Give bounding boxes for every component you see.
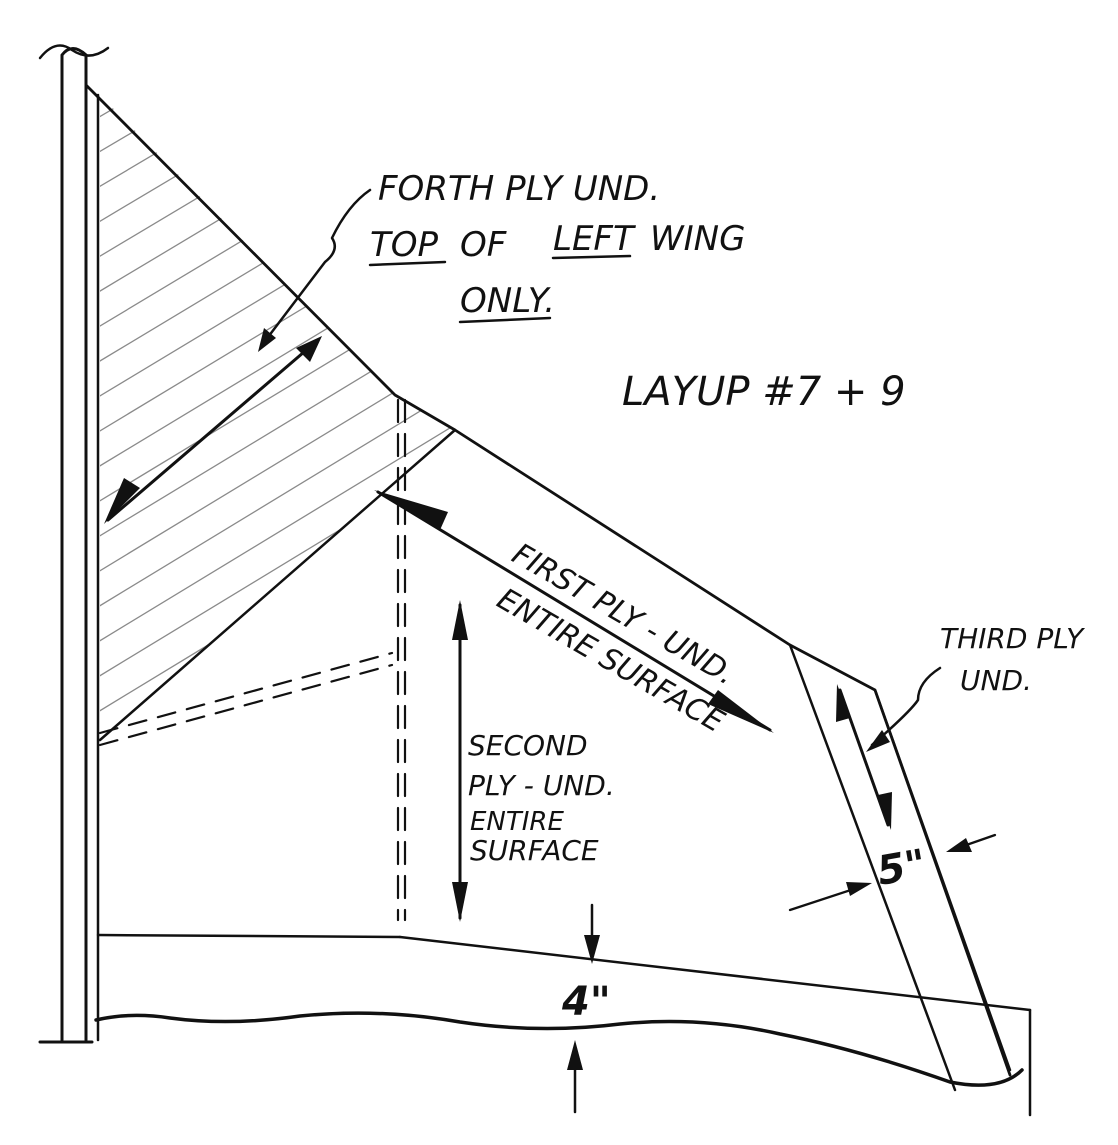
second-ply-boundary <box>98 398 407 922</box>
fourth-ply-only-label: ONLY. <box>460 281 555 321</box>
third-ply-label-line2: UND. <box>960 664 1032 697</box>
third-ply-leader <box>866 666 942 752</box>
root-strip <box>94 933 1032 1117</box>
fourth-ply-label: FORTH PLY UND. <box>378 169 660 209</box>
dimension-4in-arrows <box>567 903 600 1114</box>
fuselage-post <box>38 44 110 1044</box>
second-ply-label-line1: SECOND <box>468 729 588 762</box>
annotation-underlines <box>368 254 632 324</box>
third-ply-label-line1: THIRD PLY <box>940 622 1085 655</box>
fourth-ply-top-label: TOP <box>370 225 439 265</box>
fourth-ply-of-label: OF <box>460 225 507 265</box>
third-ply-strip <box>788 643 1012 1092</box>
second-ply-direction-arrow <box>452 600 468 922</box>
fourth-ply-direction-arrow <box>104 336 322 524</box>
fourth-ply-wing-label: WING <box>650 219 745 259</box>
first-ply-direction-arrow <box>374 490 774 733</box>
fourth-ply-left-label: LEFT <box>553 219 636 259</box>
third-ply-direction-arrow <box>836 684 892 830</box>
fourth-ply-leader <box>258 188 372 352</box>
dimension-4in-label: 4" <box>561 979 611 1025</box>
second-ply-label-line3: ENTIRE <box>470 807 564 837</box>
second-ply-label-line2: PLY - UND. <box>468 769 615 802</box>
dimension-5in-arrows <box>788 833 997 912</box>
layup-label: LAYUP #7 + 9 <box>622 369 906 415</box>
second-ply-label-line4: SURFACE <box>470 834 599 867</box>
fourth-ply-hatching <box>100 95 455 736</box>
dimension-5in-label: 5" <box>874 841 930 895</box>
